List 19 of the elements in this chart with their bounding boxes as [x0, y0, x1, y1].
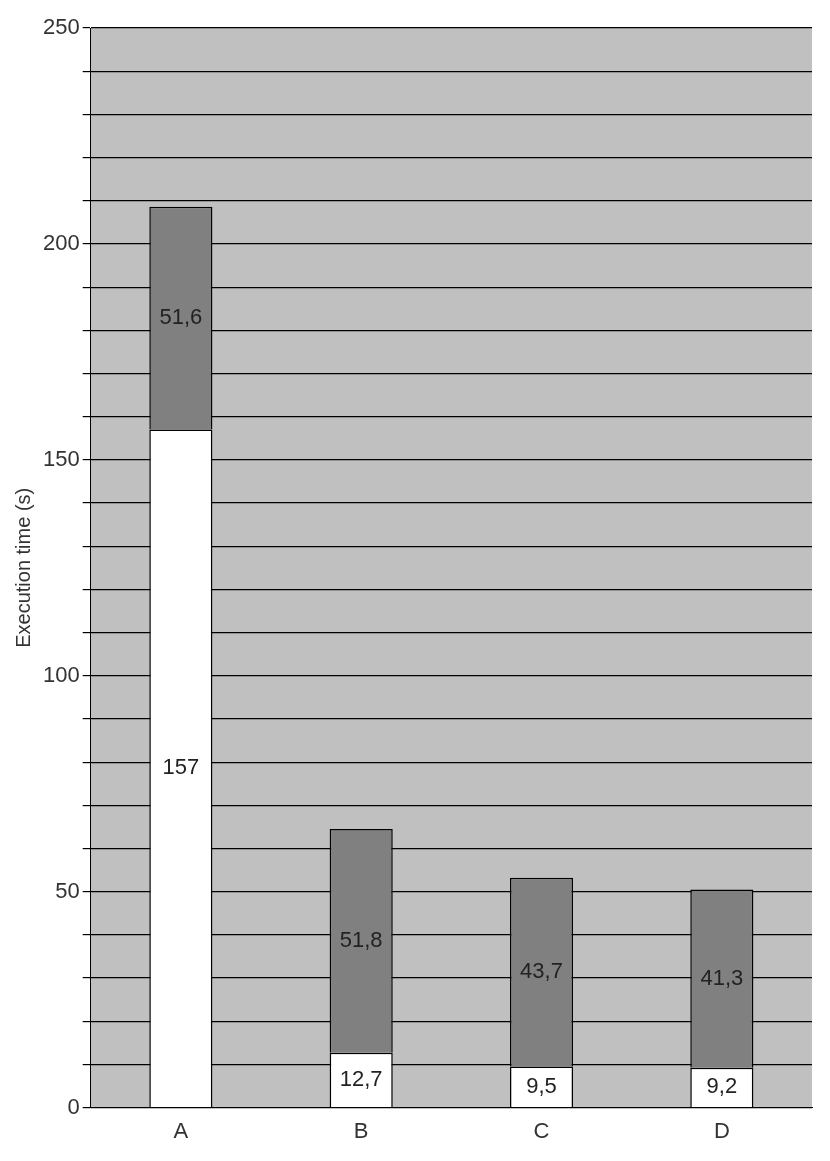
y-tick-label: 250 — [42, 14, 80, 40]
y-axis-title: Execution time (s) — [11, 487, 34, 648]
data-label: 51,8 — [339, 926, 383, 952]
y-tick-label: 150 — [42, 445, 80, 471]
x-tick-label: D — [713, 1117, 730, 1143]
y-tick-label: 0 — [67, 1093, 80, 1119]
data-label: 9,5 — [526, 1072, 557, 1098]
data-label: 51,6 — [159, 304, 203, 330]
y-tick-label: 100 — [42, 661, 80, 687]
x-tick-label: A — [173, 1117, 189, 1143]
data-label: 9,2 — [706, 1073, 738, 1099]
data-label: 41,3 — [700, 964, 744, 990]
data-label: 43,7 — [520, 958, 563, 984]
x-tick-label: C — [533, 1117, 550, 1143]
x-tick-label: B — [353, 1117, 369, 1143]
y-tick-label: 200 — [42, 229, 80, 255]
data-label: 157 — [162, 754, 200, 780]
y-tick-label: 50 — [55, 877, 80, 903]
data-label: 12,7 — [339, 1065, 383, 1091]
